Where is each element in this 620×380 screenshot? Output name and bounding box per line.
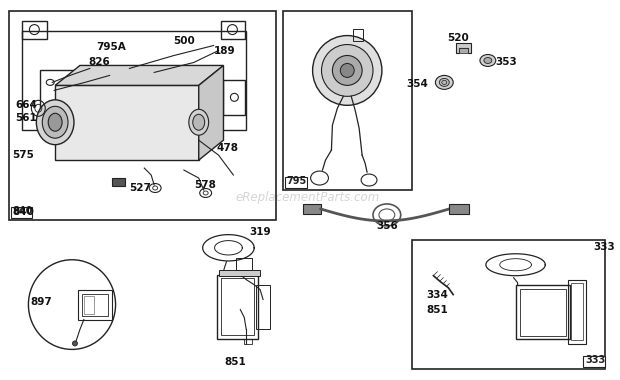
Text: 561: 561 [16, 113, 37, 123]
Bar [236, 258, 252, 270]
Polygon shape [456, 43, 471, 52]
Bar [520, 289, 566, 336]
Text: 851: 851 [224, 357, 246, 367]
Bar [459, 48, 468, 52]
Text: 578: 578 [194, 180, 216, 190]
Bar [244, 339, 252, 344]
Bar [216, 275, 258, 339]
Ellipse shape [42, 106, 68, 138]
Text: 575: 575 [12, 150, 35, 160]
Text: 851: 851 [427, 304, 448, 315]
Ellipse shape [189, 109, 209, 135]
Bar [82, 294, 108, 315]
Bar [221, 278, 254, 336]
Bar [450, 204, 469, 214]
Ellipse shape [484, 57, 492, 63]
Text: 354: 354 [407, 79, 428, 89]
Polygon shape [199, 65, 223, 160]
Bar [285, 177, 307, 188]
Bar [221, 21, 246, 38]
Bar [223, 81, 246, 115]
Bar [283, 11, 412, 190]
Bar [353, 28, 363, 41]
Bar [303, 204, 321, 214]
Bar [571, 283, 583, 340]
Bar [84, 296, 94, 313]
Ellipse shape [322, 44, 373, 97]
Ellipse shape [340, 63, 354, 78]
Bar [218, 270, 260, 276]
Bar [412, 240, 604, 369]
Bar [9, 11, 276, 220]
Ellipse shape [332, 55, 362, 86]
Ellipse shape [37, 100, 74, 145]
Bar [112, 178, 125, 186]
Ellipse shape [480, 54, 496, 66]
Text: 319: 319 [249, 227, 271, 237]
Text: 795: 795 [287, 176, 307, 186]
Bar [516, 285, 570, 339]
Ellipse shape [312, 36, 382, 105]
Polygon shape [55, 65, 223, 86]
Text: 333: 333 [585, 355, 605, 365]
Text: 527: 527 [130, 183, 151, 193]
Text: 664: 664 [16, 100, 37, 110]
Text: 356: 356 [376, 221, 398, 231]
Text: 840: 840 [12, 207, 35, 217]
Text: 189: 189 [213, 46, 235, 55]
Text: 840: 840 [12, 206, 33, 216]
Text: 334: 334 [427, 290, 448, 299]
Ellipse shape [193, 114, 205, 130]
Text: eReplacementParts.com: eReplacementParts.com [236, 192, 380, 204]
Bar [78, 290, 112, 320]
Text: 897: 897 [30, 297, 52, 307]
Text: 500: 500 [173, 36, 195, 46]
Text: 520: 520 [447, 33, 469, 43]
Ellipse shape [435, 75, 453, 89]
Text: 478: 478 [216, 143, 239, 153]
Bar [568, 280, 586, 344]
Text: 353: 353 [496, 57, 518, 68]
Text: 795A: 795A [97, 41, 126, 52]
Text: 333: 333 [593, 242, 614, 252]
Bar [583, 356, 604, 367]
Ellipse shape [48, 113, 62, 131]
Bar [11, 207, 32, 218]
Ellipse shape [73, 341, 78, 346]
Bar [256, 285, 270, 329]
Ellipse shape [440, 78, 450, 86]
Bar [22, 21, 47, 38]
Polygon shape [55, 86, 199, 160]
Text: 826: 826 [89, 57, 110, 68]
